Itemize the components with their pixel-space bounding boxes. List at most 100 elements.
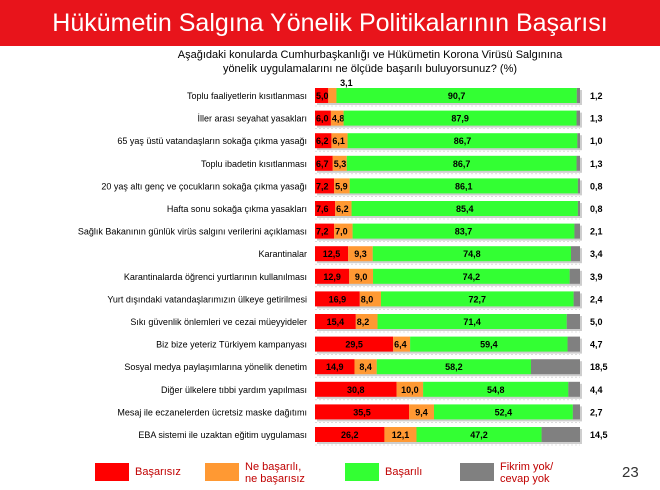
data-label-ne-ne: 5,9: [335, 181, 348, 191]
bar-segment-fikrim-yok: [576, 110, 580, 126]
bar-segment-ne-ne: [332, 155, 347, 171]
data-label-basarili: 74,8: [463, 249, 481, 259]
category-label: Toplu ibadetin kısıtlanması: [201, 159, 307, 169]
survey-question: Aşağıdaki konularda Cumhurbaşkanlığı ve …: [150, 48, 590, 76]
legend-item-basarili: Başarılı: [345, 461, 455, 485]
bar-segment-fikrim-yok: [530, 359, 580, 375]
bar-segment-ne-ne: [331, 133, 348, 149]
data-label-basarisiz: 26,2: [341, 430, 359, 440]
data-label-ne-ne: 5,3: [334, 159, 347, 169]
bar-segment-fikrim-yok: [577, 201, 580, 216]
bar-segment-basarisiz: [315, 88, 329, 103]
data-label-basarisiz: 6,7: [316, 159, 329, 169]
data-label-basarili: 86,1: [455, 181, 473, 191]
data-label-ne-ne: 7,0: [335, 227, 348, 237]
data-label-fikrim-yok: 2,7: [590, 407, 603, 417]
legend-item-basarisiz: Başarısız: [95, 461, 205, 485]
category-label: EBA sistemi ile uzaktan eğitim uygulamas…: [138, 430, 307, 440]
data-label-fikrim-yok: 3,4: [590, 249, 603, 259]
data-label-fikrim-yok: 1,2: [590, 91, 603, 101]
data-label-basarili: 85,4: [456, 204, 474, 214]
data-label-basarili: 52,4: [495, 407, 513, 417]
data-label-ne-ne: 10,0: [401, 385, 419, 395]
bar-segment-fikrim-yok: [541, 427, 580, 442]
bar-segment-fikrim-yok: [569, 268, 580, 284]
bar-segment-basarili: [336, 88, 577, 103]
bar-segment-fikrim-yok: [572, 404, 580, 420]
bar-segment-basarili: [377, 314, 567, 329]
bar-segment-basarili: [380, 291, 574, 307]
category-label: 65 yaş üstü vatandaşların sokağa çıkma y…: [117, 136, 307, 146]
bar-segment-ne-ne: [348, 246, 373, 262]
data-label-basarisiz: 16,9: [329, 294, 347, 304]
legend-item-fikrim-yok: Fikrim yok/ cevap yok: [460, 461, 590, 485]
bar-segment-basarisiz: [315, 246, 349, 262]
bar-segment-basarili: [346, 155, 577, 171]
bar-segment-basarisiz: [315, 110, 331, 126]
data-label-basarisiz: 12,5: [323, 249, 341, 259]
title-bar: [0, 0, 660, 46]
data-label-fikrim-yok: 4,4: [590, 385, 603, 395]
data-label-basarisiz: 7,2: [316, 227, 329, 237]
bar-segment-ne-ne: [409, 404, 434, 420]
bar-segment-basarisiz: [315, 268, 350, 284]
data-label-basarili: 54,8: [487, 385, 505, 395]
data-label-basarili: 72,7: [469, 294, 487, 304]
bar-segment-ne-ne: [354, 359, 377, 375]
data-label-ne-ne: 4,8: [332, 114, 345, 124]
stacked-bar-chart: Toplu faaliyetlerin kısıtlanması 5,0 3,1 90…: [78, 78, 608, 446]
bar-segment-ne-ne: [384, 427, 417, 442]
question-line-1: Aşağıdaki konularda Cumhurbaşkanlığı ve …: [177, 49, 563, 61]
bar-shadow: [578, 157, 582, 173]
bar-segment-ne-ne: [349, 268, 374, 284]
data-label-basarili: 47,2: [470, 430, 488, 440]
data-label-basarisiz: 6,0: [316, 114, 329, 124]
category-label: Yurt dışındaki vatandaşlarımızın ülkeye …: [107, 294, 307, 304]
data-label-basarisiz: 12,9: [323, 272, 341, 282]
data-label-ne-ne: 6,1: [332, 136, 345, 146]
bar-segment-basarili: [372, 246, 571, 262]
bar-segment-basarili: [343, 110, 577, 126]
data-label-basarili: 71,4: [463, 317, 481, 327]
bar-shadow: [579, 135, 582, 151]
legend-swatch-basarili: [345, 463, 379, 481]
data-label-fikrim-yok: 1,0: [590, 136, 603, 146]
bar-segment-basarili: [410, 336, 568, 352]
legend-item-ne-ne: Ne başarılı, ne başarısız: [205, 461, 335, 485]
bar-segment-basarisiz: [315, 404, 410, 420]
data-label-basarisiz: 5,0: [316, 91, 329, 101]
data-label-basarisiz: 6,2: [316, 136, 329, 146]
bar-segment-basarili: [349, 178, 578, 194]
data-label-fikrim-yok: 2,4: [590, 294, 603, 304]
data-label-fikrim-yok: 4,7: [590, 340, 603, 350]
bar-segment-basarili: [376, 359, 531, 375]
bar-segment-ne-ne: [334, 178, 350, 194]
bar-segment-fikrim-yok: [568, 381, 580, 397]
bar-segment-basarisiz: [315, 359, 355, 375]
category-label: İller arası seyahat yasakları: [197, 114, 307, 124]
category-label: Mesaj ile eczanelerden ücretsiz maske da…: [117, 407, 307, 417]
bar-segment-ne-ne: [328, 88, 337, 103]
data-label-ne-ne: 8,0: [361, 294, 374, 304]
bar-segment-basarili: [433, 404, 573, 420]
data-label-basarisiz: 29,5: [345, 340, 363, 350]
data-label-ne-ne: 6,2: [336, 204, 349, 214]
bar-segment-fikrim-yok: [570, 246, 580, 262]
bar-segment-ne-ne: [355, 314, 378, 329]
data-label-basarisiz: 35,5: [353, 407, 371, 417]
category-label: Karantinalarda öğrenci yurtlarının kulla…: [124, 272, 307, 282]
bar-segment-ne-ne: [396, 381, 424, 397]
data-label-basarili: 58,2: [445, 362, 463, 372]
bar-segment-basarisiz: [315, 427, 385, 442]
data-label-fikrim-yok: 3,9: [590, 272, 603, 282]
bar-segment-basarisiz: [315, 336, 394, 352]
data-label-fikrim-yok: 5,0: [590, 317, 603, 327]
data-label-basarisiz: 30,8: [347, 385, 365, 395]
bar-segment-basarisiz: [315, 201, 336, 216]
category-label: Biz bize yeteriz Türkiyem kampanyası: [156, 340, 307, 350]
bar-segment-ne-ne: [359, 291, 381, 307]
bar-segment-basarisiz: [315, 133, 332, 149]
category-label: Sosyal medya paylaşımlarına yönelik dene…: [124, 362, 307, 372]
data-label-ne-ne: 12,1: [392, 430, 410, 440]
bar-segment-fikrim-yok: [567, 336, 580, 352]
